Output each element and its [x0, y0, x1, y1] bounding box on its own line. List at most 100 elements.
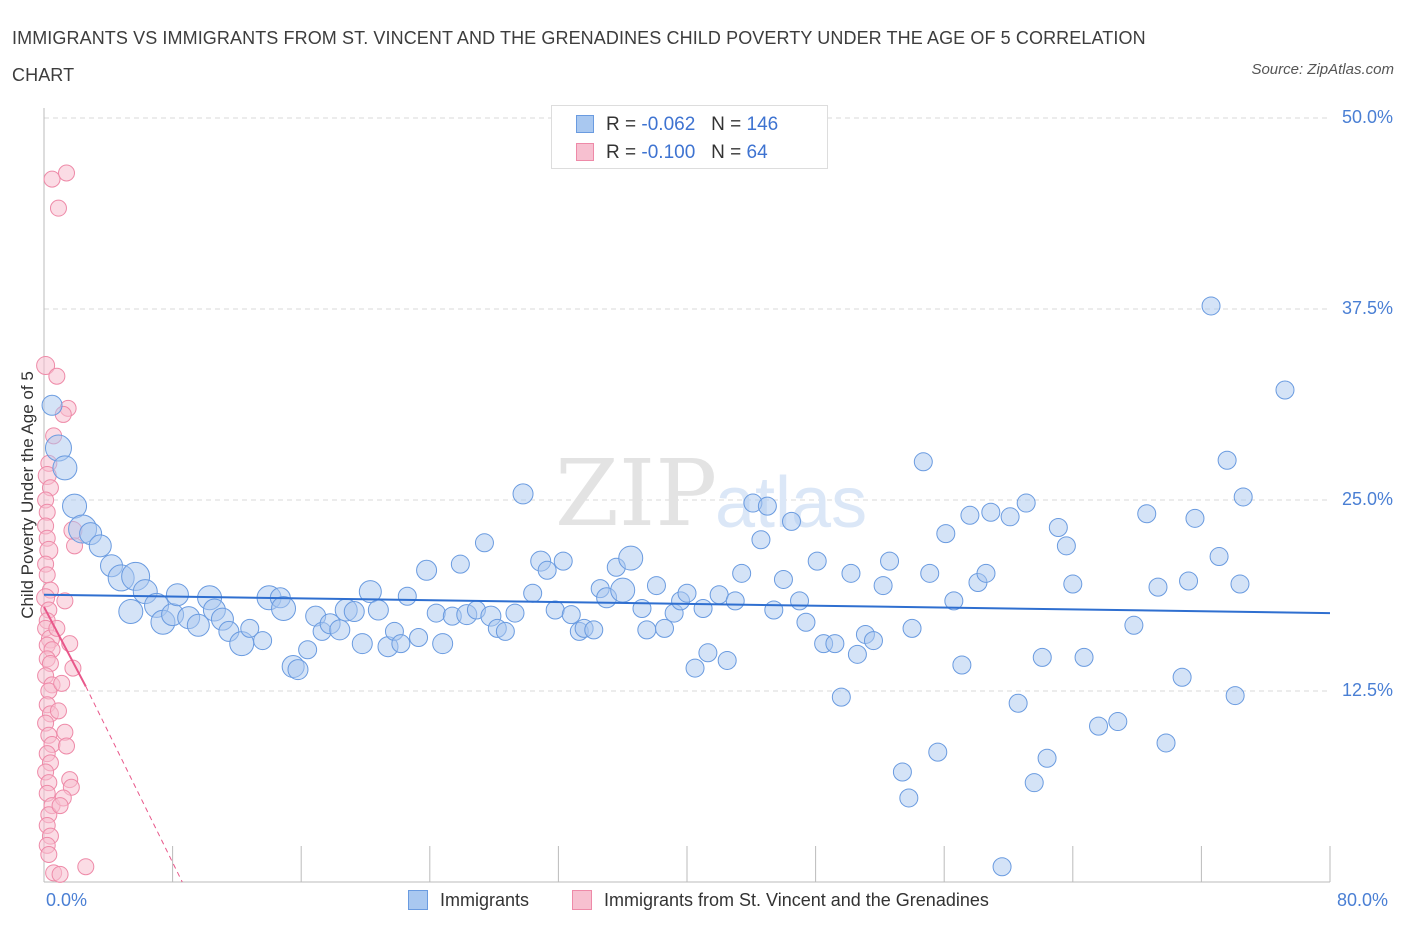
svg-series-points: [36, 164, 95, 883]
watermark-zip: ZIP: [555, 440, 717, 547]
immigrants-point: [751, 530, 771, 550]
svg-point: [49, 702, 67, 720]
immigrants-point: [1032, 647, 1052, 667]
immigrants-point: [329, 619, 351, 641]
bottom-legend-label-svg: Immigrants from St. Vincent and the Gren…: [604, 890, 989, 910]
immigrants-point: [654, 618, 674, 638]
svg-point: [58, 164, 76, 182]
svg-point: [51, 797, 69, 815]
immigrants-point: [240, 618, 260, 638]
immigrants-point: [1225, 686, 1245, 706]
immigrants-point: [397, 586, 417, 606]
immigrants-point: [537, 560, 557, 580]
legend-row-svg: R = -0.100 N = 64: [576, 142, 768, 164]
immigrants-point: [584, 620, 604, 640]
immigrants-point: [610, 577, 636, 603]
immigrants-point: [847, 644, 867, 664]
immigrants-point: [944, 591, 964, 611]
bottom-legend-swatch-immigrants: [408, 890, 428, 910]
legend-n-value: 146: [746, 114, 779, 135]
bottom-legend-swatch-svg: [572, 890, 592, 910]
immigrants-point: [880, 551, 900, 571]
immigrants-point: [913, 452, 933, 472]
immigrants-point: [1016, 493, 1036, 513]
immigrants-point: [732, 563, 752, 583]
immigrants-point: [790, 591, 810, 611]
immigrants-point: [825, 634, 845, 654]
immigrants-point: [495, 621, 515, 641]
immigrants-point: [725, 591, 745, 611]
svg-point: [51, 865, 69, 883]
immigrants-point: [253, 631, 273, 651]
y-axis-label: Child Poverty Under the Age of 5: [18, 371, 37, 619]
source-label: Source: ZipAtlas.com: [1251, 61, 1394, 78]
immigrants-point: [928, 742, 948, 762]
immigrants-point: [1148, 577, 1168, 597]
immigrants-point: [1217, 450, 1237, 470]
immigrants-point: [1063, 574, 1083, 594]
immigrants-point: [1108, 712, 1128, 732]
legend-r-value: -0.100: [641, 142, 696, 163]
svg-point: [49, 199, 67, 217]
immigrants-point: [186, 613, 210, 637]
immigrants-point: [416, 559, 438, 581]
immigrants-point: [960, 505, 980, 525]
immigrants-point: [1209, 547, 1229, 567]
immigrants-point: [1185, 508, 1205, 528]
immigrants-point: [1074, 647, 1094, 667]
y-tick-label: 12.5%: [1341, 680, 1393, 700]
immigrants-point: [764, 600, 784, 620]
immigrants-point: [841, 563, 861, 583]
svg-point: [53, 674, 71, 692]
immigrants-point: [693, 598, 713, 618]
immigrants-point: [920, 563, 940, 583]
trend-lines: [43, 593, 1331, 883]
immigrants-point: [709, 585, 729, 605]
immigrants-point: [902, 618, 922, 638]
immigrants-point: [1233, 487, 1253, 507]
immigrants-point: [1230, 574, 1250, 594]
bottom-legend-label-immigrants: Immigrants: [440, 890, 530, 910]
immigrants-point: [474, 533, 494, 553]
immigrants-point: [618, 545, 644, 571]
immigrants-point: [781, 511, 801, 531]
immigrants-point: [976, 563, 996, 583]
legend-r-value: -0.062: [641, 114, 696, 135]
immigrants-point: [899, 788, 919, 808]
immigrants-point: [1124, 615, 1144, 635]
immigrants-point: [426, 603, 446, 623]
immigrants-point: [981, 502, 1001, 522]
y-tick-label: 50.0%: [1341, 107, 1393, 127]
immigrants-point: [545, 600, 565, 620]
svg-point: [56, 592, 74, 610]
legend-row-immigrants: R = -0.062 N = 146: [576, 114, 778, 136]
immigrants-point: [1137, 504, 1157, 524]
immigrants-point: [432, 633, 454, 655]
immigrants-point: [717, 650, 737, 670]
immigrants-point: [807, 551, 827, 571]
svg-point: [38, 566, 56, 584]
svg-point: [58, 737, 76, 755]
immigrants-point: [1179, 571, 1199, 591]
immigrants-point: [88, 534, 112, 558]
immigrants-point: [450, 554, 470, 574]
immigrants-point: [561, 605, 581, 625]
immigrants-point: [952, 655, 972, 675]
immigrants-point: [936, 524, 956, 544]
legend-r-label: R =: [606, 114, 637, 135]
immigrants-point: [367, 599, 389, 621]
watermark-atlas: atlas: [715, 463, 867, 543]
legend-n-label: N =: [711, 142, 742, 163]
immigrants-point: [1089, 716, 1109, 736]
immigrants-point: [873, 576, 893, 596]
immigrants-point: [298, 640, 318, 660]
immigrants-point: [358, 580, 382, 604]
immigrants-point: [1024, 773, 1044, 793]
immigrants-point: [1172, 667, 1192, 687]
y-tick-label: 25.0%: [1341, 489, 1393, 509]
immigrants-point: [796, 612, 816, 632]
svg-trend-line: [43, 606, 87, 687]
immigrants-point: [271, 595, 297, 621]
svg-trend-line-extended: [85, 686, 183, 883]
watermark: ZIP atlas: [555, 440, 867, 547]
